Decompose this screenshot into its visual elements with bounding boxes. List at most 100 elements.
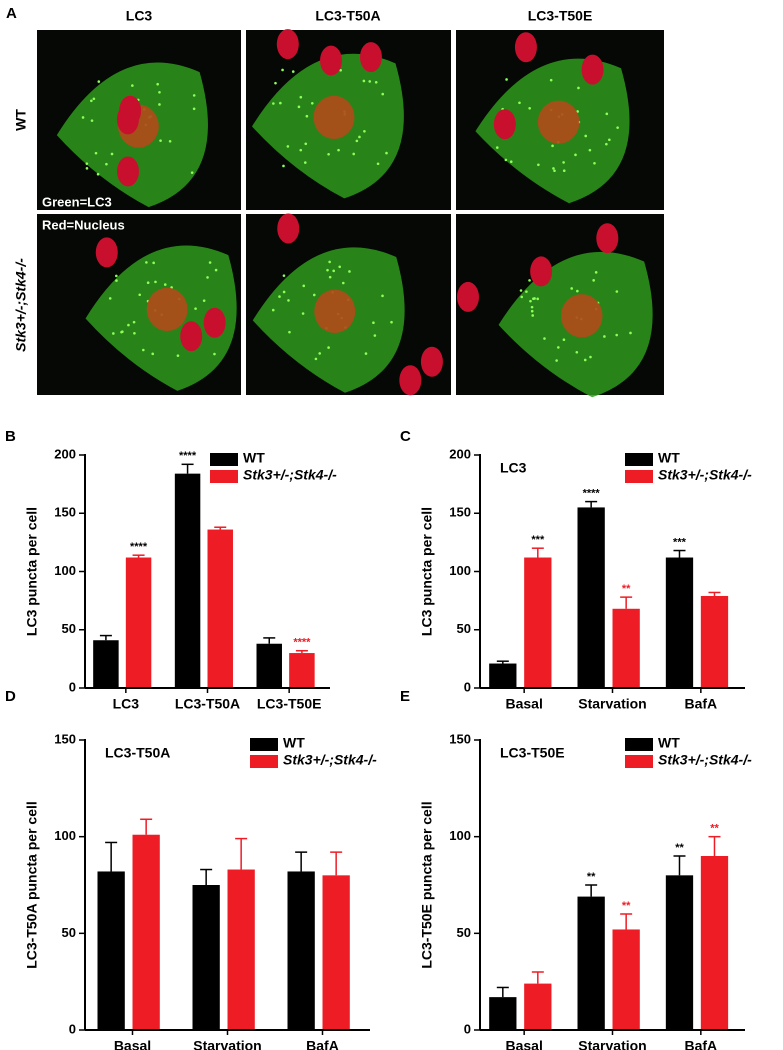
significance: *** xyxy=(673,536,687,548)
y-tick-label: 100 xyxy=(54,563,76,578)
punctum xyxy=(328,275,332,279)
punctum xyxy=(615,290,619,293)
punctum xyxy=(281,68,284,72)
punctum xyxy=(90,119,94,122)
legend-label: Stk3+/-;Stk4-/- xyxy=(283,752,377,768)
punctum xyxy=(105,162,108,166)
punctum xyxy=(504,158,508,162)
punctum xyxy=(592,279,595,282)
punctum xyxy=(584,134,588,138)
bar xyxy=(489,997,517,1030)
nucleus xyxy=(116,156,139,187)
y-tick-label: 100 xyxy=(449,563,471,578)
punctum xyxy=(127,323,130,327)
error-bar xyxy=(140,818,153,835)
y-tick-label: 150 xyxy=(54,505,76,520)
significance: ** xyxy=(622,583,631,595)
error-bar xyxy=(496,986,509,998)
punctum xyxy=(509,160,513,163)
legend-label: WT xyxy=(658,450,680,466)
x-tick-label: LC3 xyxy=(113,696,140,712)
punctum xyxy=(92,97,96,101)
bar xyxy=(93,640,119,688)
bar xyxy=(227,869,255,1030)
punctum xyxy=(355,139,359,143)
punctum xyxy=(352,152,356,156)
nucleus xyxy=(146,287,188,332)
bar xyxy=(612,608,640,688)
punctum xyxy=(615,333,618,337)
significance: **** xyxy=(179,450,197,462)
punctum xyxy=(297,105,301,109)
punctum xyxy=(131,84,134,87)
punctum xyxy=(112,332,115,335)
punctum xyxy=(327,346,330,349)
punctum xyxy=(616,126,619,129)
y-axis-label: LC3 puncta per cell xyxy=(24,507,40,636)
punctum xyxy=(562,338,566,342)
y-tick-label: 0 xyxy=(69,679,76,694)
bar xyxy=(489,663,517,688)
significance: ** xyxy=(622,900,631,912)
punctum xyxy=(603,335,606,338)
y-axis-label: LC3 puncta per cell xyxy=(419,507,435,636)
punctum xyxy=(629,331,632,335)
punctum xyxy=(151,352,155,356)
bar xyxy=(612,929,640,1030)
error-bar xyxy=(531,547,544,558)
error-bar xyxy=(620,913,633,930)
significance: **** xyxy=(293,637,311,649)
punctum xyxy=(138,293,142,297)
punctum xyxy=(552,167,555,170)
punctum xyxy=(163,283,167,286)
error-bar xyxy=(99,634,112,641)
micrographs xyxy=(37,29,664,398)
nucleus xyxy=(514,32,537,63)
punctum xyxy=(282,274,286,277)
punctum xyxy=(528,106,531,110)
error-bar xyxy=(181,463,194,474)
image-legend: Green=LC3 xyxy=(42,194,112,209)
punctum xyxy=(85,162,89,165)
punctum xyxy=(299,95,303,99)
punctum xyxy=(168,139,172,143)
error-bar xyxy=(295,649,308,654)
legend-label: WT xyxy=(283,735,305,751)
nucleus xyxy=(420,346,443,377)
punctum xyxy=(272,102,275,105)
error-bar xyxy=(132,554,145,558)
error-bar xyxy=(235,837,248,870)
x-tick-label: BafA xyxy=(684,696,717,712)
punctum xyxy=(339,68,342,72)
punctum xyxy=(302,284,306,288)
nucleus xyxy=(313,95,355,139)
punctum xyxy=(327,152,330,156)
y-axis-label: LC3-T50A puncta per cell xyxy=(24,801,40,969)
nucleus xyxy=(320,45,343,76)
punctum xyxy=(115,274,118,278)
nucleus xyxy=(399,365,422,396)
punctum xyxy=(96,172,100,176)
bar xyxy=(125,557,152,688)
punctum xyxy=(279,101,282,105)
punctum xyxy=(318,352,322,355)
legend-swatch xyxy=(250,738,278,751)
significance: ** xyxy=(675,842,684,854)
x-tick-label: Basal xyxy=(505,1038,542,1050)
bar xyxy=(665,557,694,688)
punctum xyxy=(525,290,528,293)
punctum xyxy=(115,279,118,282)
error-bar xyxy=(105,841,118,872)
punctum xyxy=(202,299,206,302)
punctum xyxy=(495,146,499,149)
x-tick-label: Starvation xyxy=(578,696,646,712)
bar xyxy=(322,875,350,1030)
nucleus xyxy=(359,42,382,73)
punctum xyxy=(158,103,161,106)
punctum xyxy=(108,297,112,300)
punctum xyxy=(575,350,579,354)
punctum xyxy=(530,305,534,309)
punctum xyxy=(132,320,136,324)
chart-title: LC3 xyxy=(500,460,527,476)
punctum xyxy=(332,269,335,273)
